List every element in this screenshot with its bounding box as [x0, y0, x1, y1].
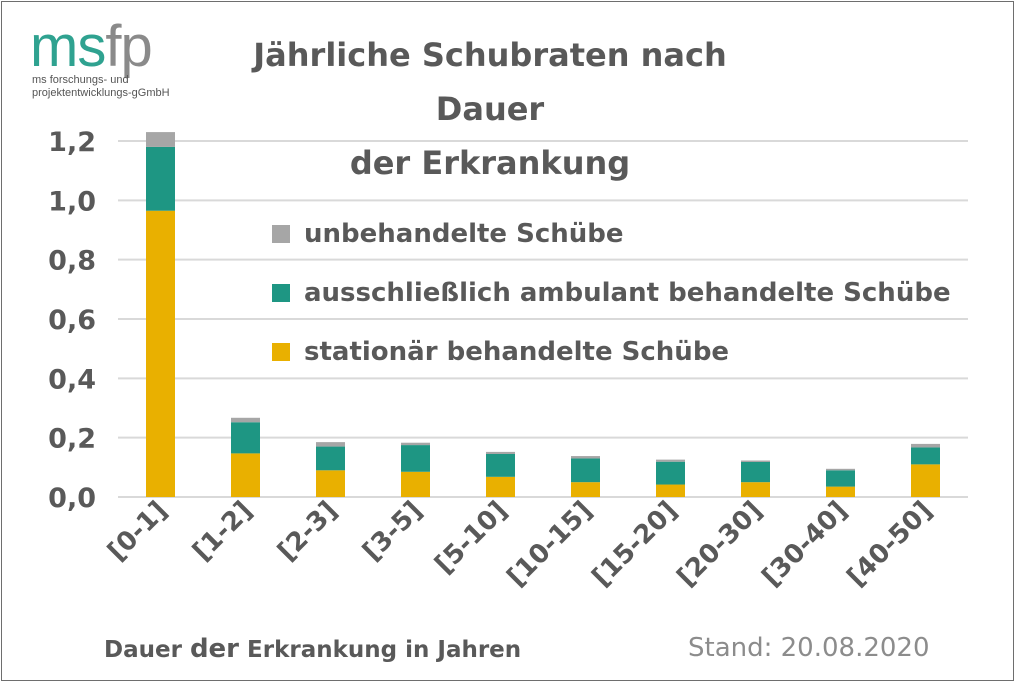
bar-segment-stationaer — [826, 486, 855, 497]
bar-segment-stationaer — [656, 484, 685, 497]
legend-swatch — [272, 343, 290, 361]
x-tick-label: [0-1] — [102, 496, 173, 567]
bar-segment-ambulant — [401, 445, 430, 472]
x-tick-label: [10-15] — [502, 496, 599, 593]
bar-segment-unbehandelt — [146, 132, 175, 147]
bar-segment-ambulant — [146, 146, 175, 211]
bar-segment-stationaer — [741, 482, 770, 497]
bar-segment-ambulant — [571, 458, 600, 483]
bar-segment-ambulant — [656, 461, 685, 485]
x-tick-label: [20-30] — [672, 496, 769, 593]
bar-segment-ambulant — [486, 453, 515, 477]
bar-segment-unbehandelt — [486, 451, 515, 454]
logo-fp-text: fp — [105, 14, 152, 79]
x-tick-label: [2-3] — [272, 496, 343, 567]
logo-subtitle-line1: ms forschungs- und — [32, 74, 129, 86]
legend-item: ausschließlich ambulant behandelte Schüb… — [272, 275, 951, 311]
legend-item: stationär behandelte Schübe — [272, 334, 729, 370]
bar-segment-unbehandelt — [316, 442, 345, 447]
bar-segment-ambulant — [826, 470, 855, 487]
bar-segment-ambulant — [231, 422, 260, 454]
x-tick-label: [1-2] — [187, 496, 258, 567]
chart-title: Jährliche Schubraten nach Dauer der Erkr… — [200, 28, 780, 190]
bar-segment-unbehandelt — [231, 417, 260, 423]
bar-segment-stationaer — [486, 476, 515, 497]
bar-segment-stationaer — [146, 210, 175, 497]
bar-segment-stationaer — [401, 471, 430, 497]
bar-segment-unbehandelt — [741, 460, 770, 462]
bar-segment-unbehandelt — [911, 443, 940, 448]
logo-subtitle: ms forschungs- und projektentwicklungs-g… — [32, 74, 170, 100]
bar-segment-unbehandelt — [401, 442, 430, 446]
x-tick-label: [30-40] — [757, 496, 854, 593]
x-axis-label-part3: Erkrankung in Jahren — [239, 637, 522, 663]
bar-segment-ambulant — [741, 461, 770, 483]
x-axis-label-part1: Dauer — [104, 637, 190, 663]
bar-segment-unbehandelt — [571, 456, 600, 459]
x-axis-label-part2: der — [189, 634, 240, 664]
bar-segment-unbehandelt — [826, 468, 855, 471]
bar-segment-ambulant — [911, 447, 940, 465]
x-tick-label: [3-5] — [357, 496, 428, 567]
legend-label: stationär behandelte Schübe — [304, 337, 730, 367]
y-tick-label: 0,6 — [48, 305, 96, 336]
y-tick-label: 0,8 — [48, 246, 96, 277]
bar-segment-unbehandelt — [656, 459, 685, 462]
msfp-logo: msfp — [30, 14, 153, 79]
x-tick-label: [15-20] — [587, 496, 684, 593]
legend-swatch — [272, 225, 290, 243]
stand-date: Stand: 20.08.2020 — [688, 633, 930, 663]
legend-label: ausschließlich ambulant behandelte Schüb… — [304, 278, 951, 308]
bar-segment-stationaer — [571, 482, 600, 497]
legend-item: unbehandelte Schübe — [272, 216, 624, 252]
y-tick-label: 0,0 — [48, 483, 96, 514]
logo-ms-text: ms — [30, 14, 106, 79]
x-axis-label: Dauer der Erkrankung in Jahren — [104, 634, 521, 664]
legend-label: unbehandelte Schübe — [304, 219, 624, 249]
y-tick-label: 1,2 — [48, 127, 96, 158]
bar-segment-stationaer — [911, 464, 940, 497]
bar-segment-ambulant — [316, 446, 345, 471]
logo-subtitle-line2: projektentwicklungs-gGmbH — [32, 87, 170, 99]
y-tick-label: 0,4 — [48, 364, 96, 395]
x-tick-label: [5-10] — [429, 496, 513, 580]
legend-swatch — [272, 284, 290, 302]
chart-title-line1: Jährliche Schubraten nach Dauer — [253, 36, 727, 128]
y-tick-label: 1,0 — [48, 186, 96, 217]
y-tick-label: 0,2 — [48, 424, 96, 455]
bar-segment-stationaer — [316, 470, 345, 497]
chart-title-line2: der Erkrankung — [349, 144, 631, 182]
bar-segment-stationaer — [231, 453, 260, 497]
x-tick-label: [40-50] — [842, 496, 939, 593]
